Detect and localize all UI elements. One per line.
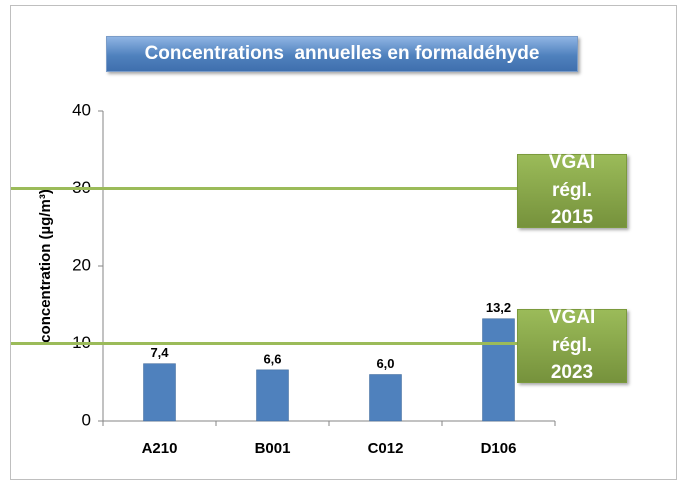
value-label: 7,4: [150, 345, 169, 360]
x-tick-label: D106: [481, 440, 517, 457]
bar: [482, 318, 515, 422]
bar: [369, 374, 402, 422]
y-tick-label: 20: [72, 255, 91, 274]
x-tick-label: A210: [142, 440, 178, 457]
bar: [143, 363, 176, 422]
y-tick-label: 0: [82, 410, 91, 429]
y-axis-label: concentration (µg/m³): [37, 189, 54, 343]
reference-label: VGAI régl. 2023: [517, 307, 627, 383]
chart-border: [10, 5, 677, 480]
value-label: 6,0: [376, 356, 394, 371]
y-tick-label: 40: [72, 100, 91, 119]
bar: [256, 369, 289, 422]
x-tick-label: C012: [368, 440, 404, 457]
chart-title: Concentrations annuelles en formaldéhyde: [106, 36, 578, 72]
value-label: 13,2: [486, 300, 511, 315]
x-tick-label: B001: [255, 440, 291, 457]
value-label: 6,6: [263, 351, 281, 366]
reference-label: VGAI régl. 2015: [517, 152, 627, 228]
